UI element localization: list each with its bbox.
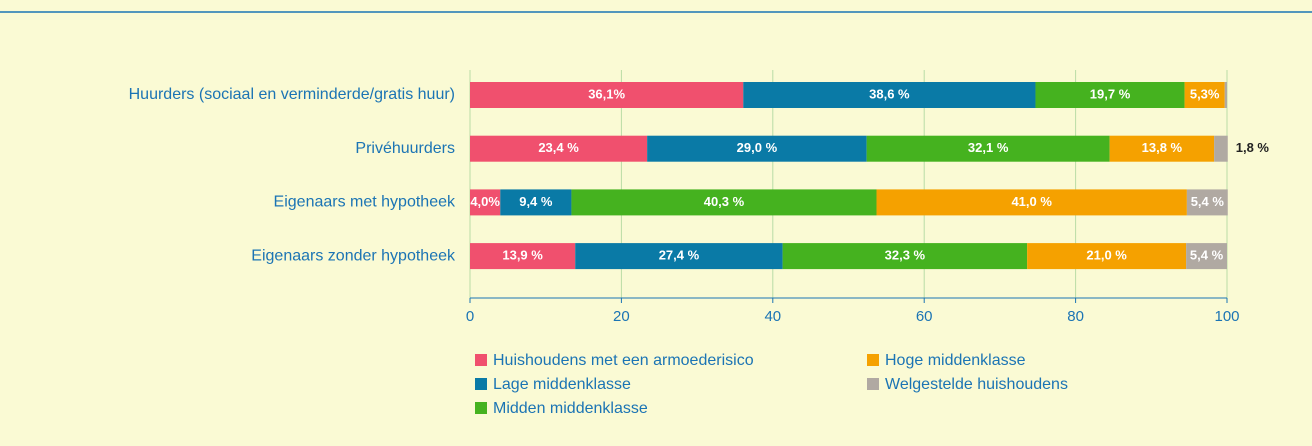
data-label: 13,8 % [1142, 140, 1183, 155]
legend-swatch [475, 354, 487, 366]
data-label: 5,4 % [1190, 248, 1224, 263]
x-tick-label: 80 [1067, 308, 1084, 325]
bar-segment [470, 243, 576, 270]
x-tick-label: 100 [1214, 308, 1239, 325]
bar-segment [470, 135, 648, 162]
data-label: 9,4 % [519, 194, 553, 209]
bar-segment [470, 189, 501, 216]
legend-swatch [475, 378, 487, 390]
data-label: 19,7 % [1090, 86, 1131, 101]
legend-label: Midden middenklasse [493, 400, 648, 417]
bar-segment [571, 189, 877, 216]
data-label: 38,6 % [869, 86, 910, 101]
x-tick-label: 40 [764, 308, 781, 325]
category-label: Huurders (sociaal en verminderde/gratis … [129, 86, 455, 103]
data-label: 29,0 % [737, 140, 778, 155]
data-label: 1,8 % [1236, 140, 1270, 155]
bar-segment [1184, 82, 1225, 108]
bar-segment [500, 189, 572, 216]
data-label: 27,4 % [659, 248, 700, 263]
data-label: 36,1% [588, 86, 625, 101]
data-label: 23,4 % [538, 140, 579, 155]
x-tick-label: 0 [466, 308, 474, 325]
legend-label: Welgestelde huishoudens [885, 376, 1068, 393]
data-label: 41,0 % [1011, 194, 1052, 209]
category-label: Eigenaars zonder hypotheek [251, 247, 456, 264]
x-tick-label: 20 [613, 308, 630, 325]
bar-segment [1027, 243, 1187, 270]
legend-swatch [475, 402, 487, 414]
legend-swatch [867, 378, 879, 390]
bar-segment [1186, 243, 1227, 270]
category-label: Eigenaars met hypotheek [274, 194, 456, 211]
bar-segment [866, 135, 1110, 162]
data-label: 21,0 % [1086, 248, 1127, 263]
data-label: 32,1 % [968, 140, 1009, 155]
legend-label: Hoge middenklasse [885, 352, 1026, 369]
bar-segment [647, 135, 867, 162]
bar-segment [782, 243, 1028, 270]
legend-label: Lage middenklasse [493, 376, 631, 393]
data-label: 4,0% [470, 194, 500, 209]
bar-segment [470, 82, 744, 108]
data-label: 5,4 % [1191, 194, 1225, 209]
bar-segment [1214, 135, 1228, 162]
bar-segment [1035, 82, 1185, 108]
bar-segment [1186, 189, 1228, 216]
data-label: 40,3 % [704, 194, 745, 209]
bar-segment [1109, 135, 1215, 162]
x-tick-label: 60 [916, 308, 933, 325]
bar-segment [1224, 82, 1227, 108]
bar-segment [575, 243, 783, 270]
bar-segment [876, 189, 1187, 216]
legend-swatch [867, 354, 879, 366]
data-label: 13,9 % [502, 248, 543, 263]
bar-segment [743, 82, 1036, 108]
data-label: 32,3 % [885, 248, 926, 263]
category-label: Privéhuurders [355, 140, 455, 157]
data-label: 5,3% [1190, 86, 1220, 101]
legend-label: Huishoudens met een armoederisico [493, 352, 754, 369]
